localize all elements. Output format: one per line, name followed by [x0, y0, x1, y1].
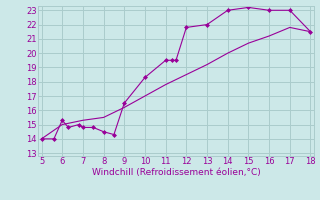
X-axis label: Windchill (Refroidissement éolien,°C): Windchill (Refroidissement éolien,°C): [92, 168, 260, 177]
